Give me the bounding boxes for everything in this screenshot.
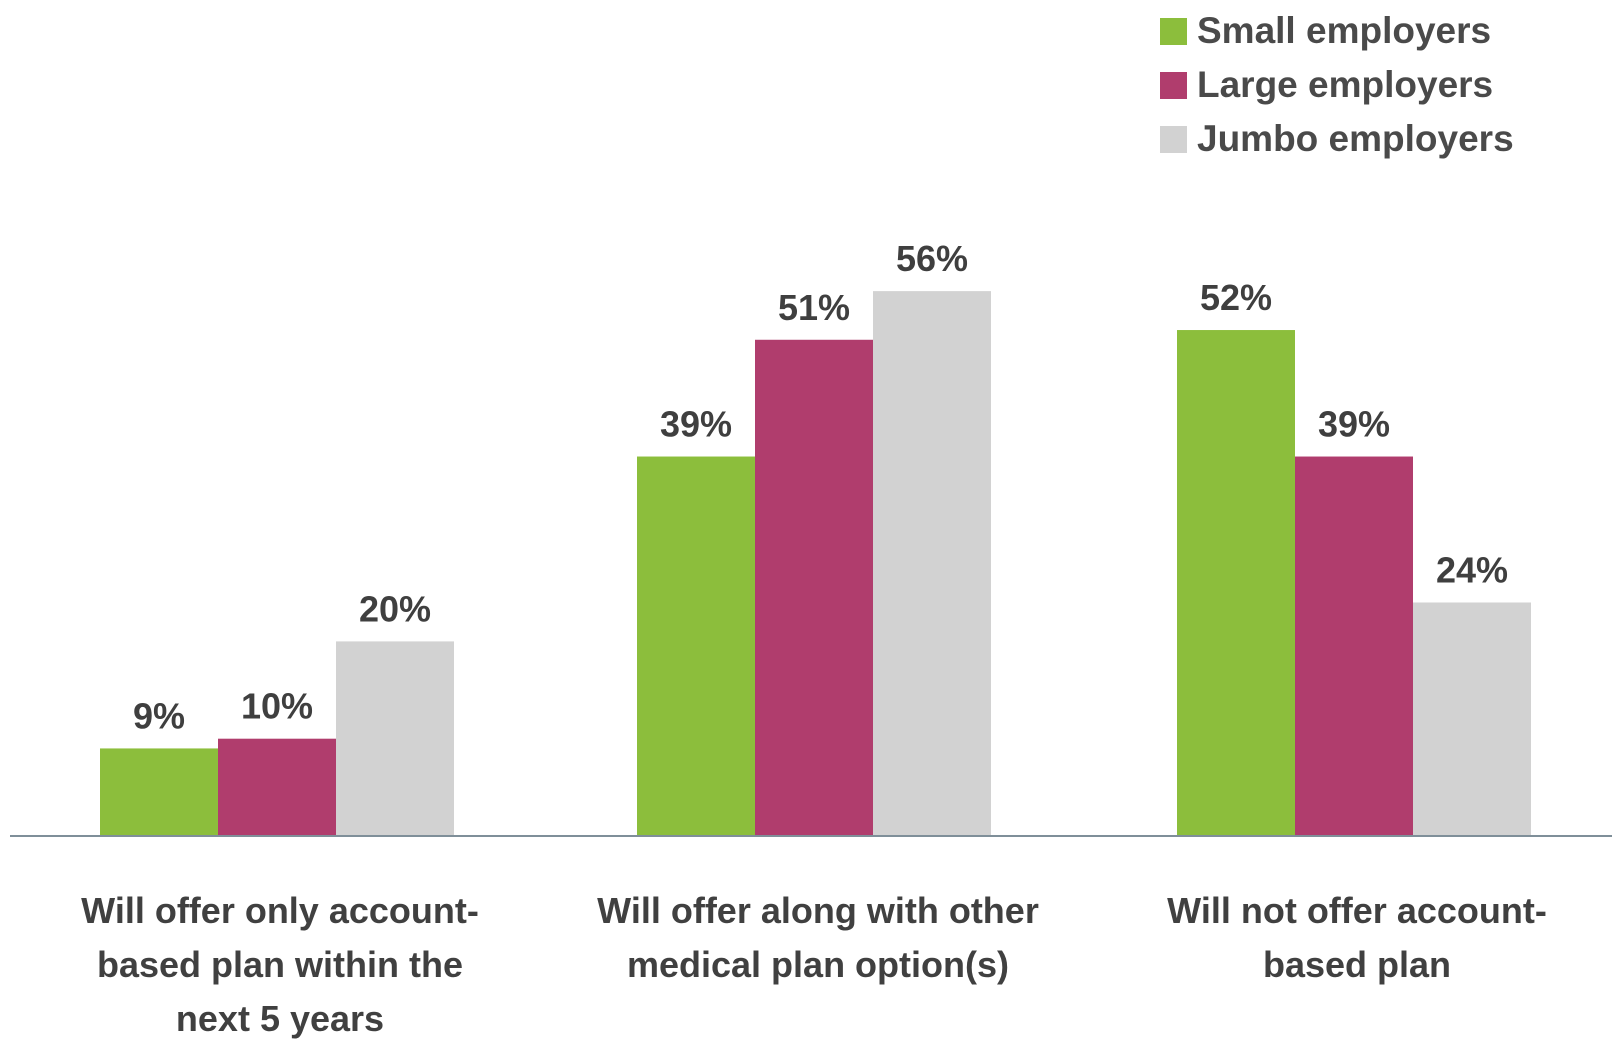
legend-swatch-small-employers <box>1160 17 1187 45</box>
data-label-small-employers-3: 52% <box>1200 277 1272 318</box>
bars-layer <box>100 291 1531 836</box>
data-label-jumbo-employers-3: 24% <box>1436 549 1508 590</box>
bar-small-employers-2 <box>637 456 755 836</box>
bar-large-employers-1 <box>218 738 336 836</box>
legend-label-small-employers: Small employers <box>1197 10 1492 51</box>
category-labels-layer: Will offer only account-based plan withi… <box>81 890 1547 1039</box>
legend-label-large-employers: Large employers <box>1197 64 1494 105</box>
bar-large-employers-2 <box>755 339 873 836</box>
data-label-jumbo-employers-1: 20% <box>359 588 431 629</box>
bar-jumbo-employers-1 <box>336 641 454 836</box>
value-labels-layer: 9% 10% 20% 39% 51% 56% 52% 39% 24% <box>133 238 1508 736</box>
legend-swatch-jumbo-employers <box>1160 125 1187 153</box>
x-tick-label-2-line-1: Will offer along with other <box>597 890 1039 931</box>
legend-item-large-employers: Large employers <box>1160 58 1514 112</box>
x-tick-label-1-line-1: Will offer only account- <box>81 890 479 931</box>
legend: Small employers Large employers Jumbo em… <box>1160 4 1514 166</box>
data-label-jumbo-employers-2: 56% <box>896 238 968 279</box>
data-label-small-employers-1: 9% <box>133 695 185 736</box>
x-tick-label-1-line-3: next 5 years <box>176 998 384 1039</box>
x-tick-label-1-line-2: based plan within the <box>97 944 463 985</box>
bar-large-employers-3 <box>1295 456 1413 836</box>
legend-item-jumbo-employers: Jumbo employers <box>1160 112 1514 166</box>
data-label-large-employers-2: 51% <box>778 287 850 328</box>
data-label-small-employers-2: 39% <box>660 404 732 445</box>
x-tick-label-3-line-1: Will not offer account- <box>1167 890 1547 931</box>
x-tick-label-3-line-2: based plan <box>1263 944 1451 985</box>
data-label-large-employers-1: 10% <box>241 686 313 727</box>
data-label-large-employers-3: 39% <box>1318 404 1390 445</box>
bar-jumbo-employers-2 <box>873 291 991 836</box>
bar-small-employers-1 <box>100 748 218 836</box>
bar-small-employers-3 <box>1177 330 1295 836</box>
legend-swatch-large-employers <box>1160 71 1187 99</box>
bar-jumbo-employers-3 <box>1413 602 1531 836</box>
legend-item-small-employers: Small employers <box>1160 4 1514 58</box>
legend-label-jumbo-employers: Jumbo employers <box>1197 118 1514 159</box>
x-tick-label-2-line-2: medical plan option(s) <box>627 944 1009 985</box>
